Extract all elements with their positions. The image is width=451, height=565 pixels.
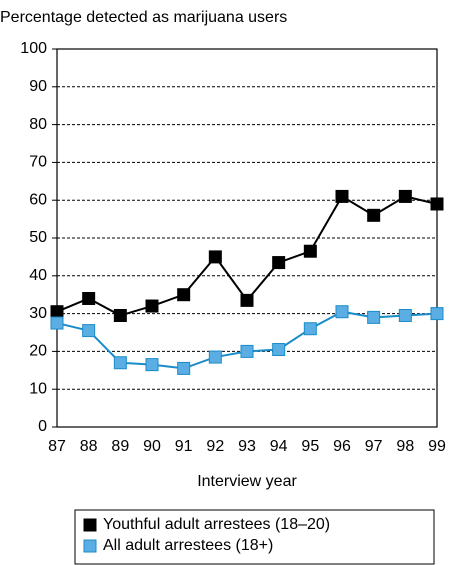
marker	[430, 197, 444, 211]
marker	[335, 305, 349, 319]
x-tick-label: 93	[238, 438, 256, 455]
marker	[145, 358, 159, 372]
x-tick-label: 91	[175, 438, 193, 455]
y-tick-label: 60	[29, 191, 47, 208]
y-tick-label: 20	[29, 343, 47, 360]
y-tick-label: 10	[29, 380, 47, 397]
x-tick-label: 95	[301, 438, 319, 455]
x-tick-label: 98	[396, 438, 414, 455]
x-tick-label: 99	[428, 438, 446, 455]
marker	[177, 288, 191, 302]
x-tick-label: 88	[80, 438, 98, 455]
marker	[177, 361, 191, 375]
marker	[50, 316, 64, 330]
marker	[335, 189, 349, 203]
marker	[208, 350, 222, 364]
legend-box	[74, 509, 435, 565]
x-tick-label: 94	[270, 438, 288, 455]
y-tick-label: 30	[29, 305, 47, 322]
marker	[113, 356, 127, 370]
marker	[367, 208, 381, 222]
y-tick-label: 0	[38, 418, 47, 435]
y-tick-label: 40	[29, 267, 47, 284]
marker	[145, 299, 159, 313]
legend-swatch	[83, 518, 97, 532]
marker	[240, 293, 254, 307]
x-tick-label: 96	[333, 438, 351, 455]
x-tick-label: 90	[143, 438, 161, 455]
legend-label: Youthful adult arrestees (18–20)	[103, 516, 330, 533]
x-tick-label: 87	[48, 438, 66, 455]
marker	[272, 256, 286, 270]
y-tick-label: 50	[29, 229, 47, 246]
legend-swatch	[83, 539, 97, 553]
y-tick-label: 80	[29, 116, 47, 133]
marker	[430, 307, 444, 321]
marker	[82, 324, 96, 338]
marker	[208, 250, 222, 264]
marker	[82, 291, 96, 305]
marker	[303, 244, 317, 258]
x-axis-title: Interview year	[197, 473, 297, 490]
marker	[367, 310, 381, 324]
x-tick-label: 97	[365, 438, 383, 455]
x-tick-label: 89	[111, 438, 129, 455]
marker	[398, 308, 412, 322]
marker	[303, 322, 317, 336]
y-tick-label: 90	[29, 78, 47, 95]
marker	[240, 344, 254, 358]
plot-frame	[56, 48, 438, 428]
marker	[50, 305, 64, 319]
marker	[398, 189, 412, 203]
y-tick-label: 100	[20, 40, 47, 57]
y-tick-label: 70	[29, 154, 47, 171]
x-tick-label: 92	[206, 438, 224, 455]
marker	[113, 308, 127, 322]
legend-label: All adult arrestees (18+)	[103, 537, 273, 554]
marker	[272, 343, 286, 357]
y-axis-title: Percentage detected as marijuana users	[0, 9, 287, 26]
